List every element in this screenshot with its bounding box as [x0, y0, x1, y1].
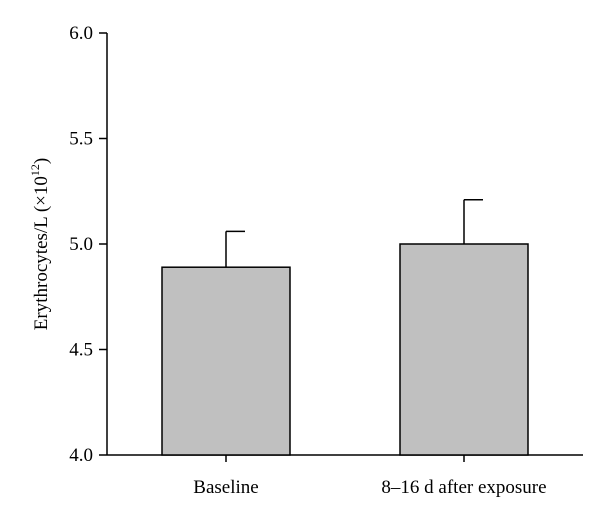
y-ticks: 4.0 4.5 5.0 5.5 6.0	[69, 23, 107, 466]
bar	[399, 243, 529, 456]
y-tick-label: 6.0	[69, 23, 93, 44]
y-tick-label: 5.5	[69, 129, 93, 150]
y-tick-label: 4.5	[69, 340, 93, 361]
y-tick-label: 5.0	[69, 234, 93, 255]
x-tick-label: Baseline	[193, 477, 258, 498]
bars	[161, 198, 529, 462]
y-axis-title-close: )	[31, 158, 52, 164]
x-tick-label: 8–16 d after exposure	[381, 477, 546, 498]
y-tick-label: 4.0	[69, 445, 93, 466]
bar	[161, 266, 291, 456]
y-axis-title: Erythrocytes/L (×1012)	[28, 158, 52, 330]
y-axis-title-exponent: 12	[28, 164, 42, 176]
x-tick-labels: Baseline 8–16 d after exposure	[193, 477, 546, 498]
y-axis-title-main: Erythrocytes/L (×10	[31, 176, 52, 330]
